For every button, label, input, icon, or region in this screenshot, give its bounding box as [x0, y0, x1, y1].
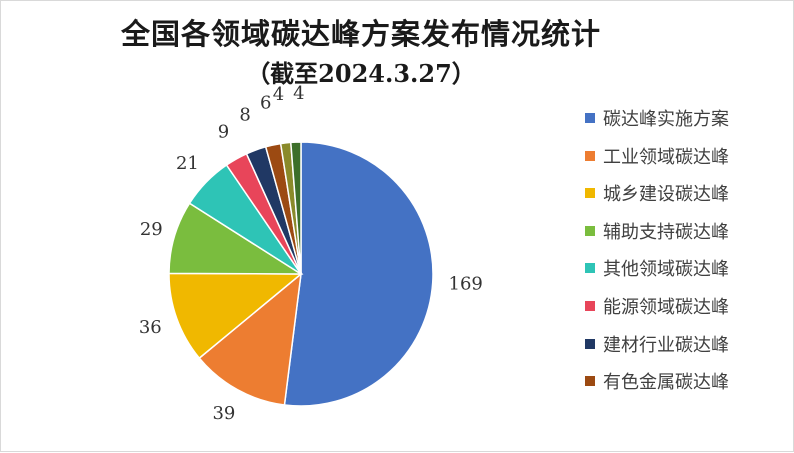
legend-label: 建材行业碳达峰 [603, 334, 729, 356]
legend-swatch [585, 300, 595, 311]
legend-item-6: 能源领域碳达峰 [585, 289, 785, 327]
pie-slice-1 [283, 141, 434, 407]
legend-label: 碳达峰实施方案 [603, 109, 729, 130]
data-label-3: 36 [139, 317, 162, 338]
data-label-8: 6 [260, 93, 271, 114]
chart-title: 全国各领域碳达峰方案发布情况统计 [120, 17, 601, 51]
legend-swatch [585, 113, 595, 123]
legend-item-1: 碳达峰实施方案 [585, 101, 785, 139]
legend-label: 工业领域碳达峰 [603, 146, 729, 168]
data-label-5: 21 [176, 153, 199, 174]
data-label-1: 169 [449, 273, 483, 294]
data-label-4: 29 [140, 219, 163, 240]
chart-subtitle: （截至2024.3.27） [246, 59, 476, 88]
pie-slice-10 [289, 141, 302, 275]
data-label-2: 39 [212, 403, 235, 424]
legend-label: 能源领域碳达峰 [603, 296, 729, 318]
legend-label: 其他领域碳达峰 [603, 259, 729, 281]
legend-swatch [585, 150, 595, 161]
legend-label: 辅助支持碳达峰 [603, 221, 729, 243]
title-block: 全国各领域碳达峰方案发布情况统计 （截至2024.3.27） [81, 15, 641, 91]
data-label-10: 4 [293, 83, 304, 104]
legend-swatch [585, 376, 595, 387]
legend-label: 城乡建设碳达峰 [603, 184, 729, 206]
legend-item-8: 有色金属碳达峰 [585, 364, 785, 402]
legend: 碳达峰实施方案 工业领域碳达峰 城乡建设碳达峰 辅助支持碳达峰 其他领域碳达峰 能源领域碳… [585, 101, 785, 402]
pie-slice-3 [168, 272, 304, 360]
data-label-6: 9 [218, 121, 229, 142]
legend-item-5: 其他领域碳达峰 [585, 251, 785, 289]
legend-swatch [585, 338, 595, 349]
legend-swatch [585, 188, 595, 199]
legend-item-7: 建材行业碳达峰 [585, 327, 785, 365]
data-label-7: 8 [239, 105, 250, 126]
legend-label: 有色金属碳达峰 [603, 372, 729, 394]
data-label-9: 4 [273, 84, 284, 105]
pie-slice-2 [198, 272, 302, 406]
legend-item-2: 工业领域碳达峰 [585, 139, 785, 177]
legend-item-4: 辅助支持碳达峰 [585, 214, 785, 252]
legend-swatch [585, 225, 595, 236]
legend-item-3: 城乡建设碳达峰 [585, 176, 785, 214]
legend-swatch [585, 263, 595, 274]
